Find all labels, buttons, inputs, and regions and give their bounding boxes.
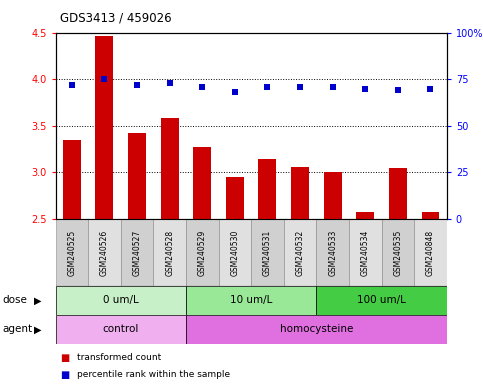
Bar (56, 315, 186, 344)
Bar (389, 168, 407, 219)
Bar (324, 172, 341, 219)
Bar (251, 219, 284, 286)
Point (133, 82, 141, 88)
Bar (186, 315, 447, 344)
Point (296, 84, 304, 90)
Text: percentile rank within the sample: percentile rank within the sample (77, 371, 230, 379)
Bar (154, 219, 186, 286)
Point (394, 87, 402, 93)
Bar (56, 286, 186, 315)
Text: 10 um/L: 10 um/L (230, 295, 272, 306)
Point (231, 89, 239, 95)
Text: GDS3413 / 459026: GDS3413 / 459026 (60, 12, 172, 25)
Bar (316, 286, 447, 315)
Text: homocysteine: homocysteine (280, 324, 353, 334)
Text: GSM240530: GSM240530 (230, 229, 240, 276)
Text: GSM240533: GSM240533 (328, 229, 337, 276)
Text: GSM240529: GSM240529 (198, 229, 207, 276)
Text: GSM240532: GSM240532 (296, 229, 305, 276)
Text: GSM240535: GSM240535 (393, 229, 402, 276)
Text: ▶: ▶ (34, 295, 42, 306)
Point (100, 76, 108, 82)
Text: 0 um/L: 0 um/L (103, 295, 139, 306)
Bar (226, 177, 244, 219)
Point (166, 80, 173, 86)
Bar (63, 140, 81, 219)
Bar (258, 159, 276, 219)
Text: ▶: ▶ (34, 324, 42, 334)
Bar (56, 219, 88, 286)
Bar (121, 219, 154, 286)
Text: dose: dose (2, 295, 28, 306)
Point (264, 84, 271, 90)
Bar (96, 36, 114, 219)
Bar (356, 212, 374, 219)
Bar (284, 219, 316, 286)
Text: transformed count: transformed count (77, 353, 161, 362)
Text: GSM240525: GSM240525 (67, 229, 76, 276)
Text: ■: ■ (60, 370, 70, 380)
Bar (382, 219, 414, 286)
Bar (422, 212, 440, 219)
Bar (349, 219, 382, 286)
Bar (161, 118, 179, 219)
Text: GSM240531: GSM240531 (263, 229, 272, 276)
Text: GSM240534: GSM240534 (361, 229, 370, 276)
Point (68, 82, 76, 88)
Bar (88, 219, 121, 286)
Text: agent: agent (2, 324, 32, 334)
Text: GSM240528: GSM240528 (165, 229, 174, 276)
Text: GSM240526: GSM240526 (100, 229, 109, 276)
Bar (316, 219, 349, 286)
Bar (186, 219, 218, 286)
Text: 100 um/L: 100 um/L (357, 295, 406, 306)
Bar (186, 286, 316, 315)
Text: GSM240527: GSM240527 (132, 229, 142, 276)
Point (329, 84, 337, 90)
Text: GSM240848: GSM240848 (426, 229, 435, 276)
Point (426, 86, 434, 92)
Bar (219, 219, 251, 286)
Bar (193, 147, 211, 219)
Text: control: control (102, 324, 139, 334)
Bar (291, 167, 309, 219)
Bar (414, 219, 447, 286)
Text: ■: ■ (60, 353, 70, 363)
Bar (128, 133, 146, 219)
Point (361, 86, 369, 92)
Point (199, 84, 206, 90)
